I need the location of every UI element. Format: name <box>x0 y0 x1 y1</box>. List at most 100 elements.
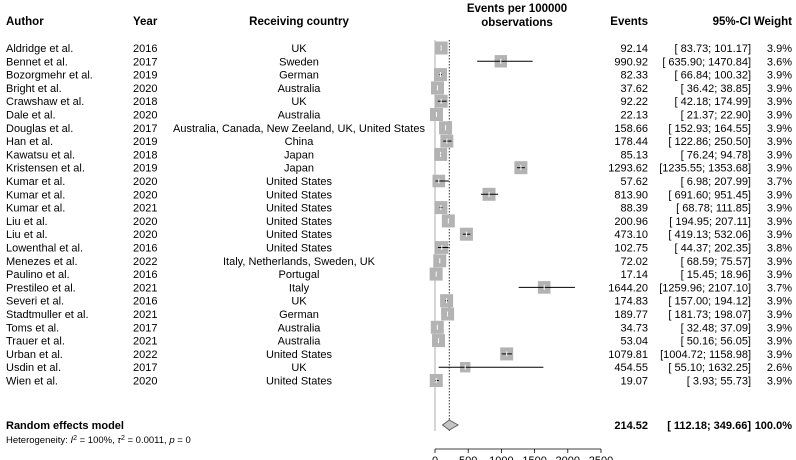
study-row: Bright et al. 2020 Australia 37.62 [ 36.42; … <box>6 83 792 95</box>
study-events: 19.07 <box>620 376 648 388</box>
study-year: 2016 <box>133 43 157 55</box>
study-weight: 2.6% <box>767 362 792 374</box>
study-year: 2020 <box>133 216 157 228</box>
study-events: 72.02 <box>620 256 648 268</box>
header-year: Year <box>133 16 158 28</box>
study-weight: 3.7% <box>767 282 792 294</box>
study-country: Portugal <box>279 269 320 281</box>
study-weight: 3.9% <box>767 136 792 148</box>
study-year: 2020 <box>133 83 157 95</box>
study-events: 88.39 <box>620 203 648 215</box>
study-author: Dale et al. <box>6 110 56 122</box>
study-year: 2022 <box>133 256 157 268</box>
header-plot-line1: Events per 100000 <box>467 3 567 15</box>
study-year: 2020 <box>133 229 157 241</box>
study-author: Wien et al. <box>6 376 58 388</box>
study-events: 200.96 <box>614 216 648 228</box>
study-country: United States <box>266 176 333 188</box>
study-events: 57.62 <box>620 176 648 188</box>
study-ci: [ 21.37; 22.90] <box>681 110 751 122</box>
study-weight: 3.6% <box>767 56 792 68</box>
study-author: Bozorgmehr et al. <box>6 70 93 82</box>
study-author: Kumar et al. <box>6 176 65 188</box>
header-author: Author <box>6 16 44 28</box>
study-ci: [ 635.90; 1470.84] <box>662 56 751 68</box>
study-row: Kumar et al. 2020 United States 57.62 [ 6.98… <box>6 176 792 188</box>
column-headers: Author Year Receiving country Events per… <box>6 3 792 29</box>
study-year: 2021 <box>133 309 157 321</box>
summary-ci: [ 112.18; 349.66] <box>667 420 751 432</box>
study-row: Liu et al. 2020 United States 473.10 [ 419.1… <box>6 229 792 241</box>
study-year: 2016 <box>133 243 157 255</box>
study-country: German <box>279 70 319 82</box>
study-year: 2021 <box>133 336 157 348</box>
x-tick-label: 2500 <box>589 455 613 460</box>
study-weight: 3.9% <box>767 336 792 348</box>
study-author: Douglas et al. <box>6 123 73 135</box>
study-weight: 3.9% <box>767 96 792 108</box>
study-events: 85.13 <box>620 149 648 161</box>
study-ci: [ 181.73; 198.07] <box>668 309 751 321</box>
study-ci: [ 50.16; 56.05] <box>681 336 751 348</box>
study-row: Menezes et al. 2022 Italy, Netherlands, Sw… <box>6 256 792 268</box>
x-tick-label: 1500 <box>522 455 546 460</box>
study-year: 2020 <box>133 110 157 122</box>
header-plot-line2: observations <box>481 17 553 29</box>
x-tick-label: 2000 <box>556 455 580 460</box>
study-events: 82.33 <box>620 70 648 82</box>
study-country: Australia <box>278 336 322 348</box>
study-ci: [ 419.13; 532.06] <box>668 229 751 241</box>
study-events: 174.83 <box>614 296 648 308</box>
study-weight: 3.7% <box>767 176 792 188</box>
study-row: Dale et al. 2020 Australia 22.13 [ 21.37; 22… <box>6 110 792 122</box>
study-weight: 3.9% <box>767 149 792 161</box>
study-weight: 3.9% <box>767 296 792 308</box>
study-year: 2016 <box>133 296 157 308</box>
study-row: Liu et al. 2020 United States 200.96 [ 194.9… <box>6 216 792 228</box>
study-author: Trauer et al. <box>6 336 65 348</box>
study-country: Australia <box>278 110 322 122</box>
study-ci: [ 691.60; 951.45] <box>668 189 751 201</box>
study-country: Japan <box>284 149 314 161</box>
study-weight: 3.9% <box>767 70 792 82</box>
study-row: Severi et al. 2016 UK 174.83 [ 157.00; 194.1… <box>6 296 792 308</box>
study-year: 2019 <box>133 136 157 148</box>
study-events: 34.73 <box>620 322 648 334</box>
study-country: UK <box>291 96 307 108</box>
study-ci: [ 83.73; 101.17] <box>675 43 751 55</box>
summary-row: Random effects model 214.52 [ 112.18; 34… <box>6 420 792 432</box>
study-events: 178.44 <box>614 136 648 148</box>
study-ci: [ 55.10; 1632.25] <box>668 362 751 374</box>
study-year: 2017 <box>133 56 157 68</box>
study-ci: [ 66.84; 100.32] <box>675 70 751 82</box>
study-country: Australia <box>278 83 322 95</box>
study-country: UK <box>291 296 307 308</box>
study-author: Kawatsu et al. <box>6 149 75 161</box>
study-ci: [1004.72; 1158.98] <box>660 349 751 361</box>
study-weight: 3.9% <box>767 376 792 388</box>
study-events: 17.14 <box>620 269 648 281</box>
study-year: 2018 <box>133 149 157 161</box>
study-row: Kristensen et al. 2019 Japan 1293.62 [1235.5… <box>6 163 792 175</box>
study-row: Aldridge et al. 2016 UK 92.14 [ 83.73; 101.1… <box>6 43 792 55</box>
study-row: Bennet et al. 2017 Sweden 990.92 [ 635.90; 1… <box>6 56 792 68</box>
study-country: Japan <box>284 163 314 175</box>
study-weight: 3.9% <box>767 216 792 228</box>
study-row: Stadtmuller et al. 2021 German 189.77 [ 181.… <box>6 309 792 321</box>
study-year: 2021 <box>133 282 157 294</box>
study-country: United States <box>266 229 333 241</box>
header-ci: 95%-CI <box>713 16 751 28</box>
study-author: Prestileo et al. <box>6 282 76 294</box>
study-country: Australia, Canada, New Zeeland, UK, Unit… <box>173 123 425 135</box>
x-axis: 0 500 1000 1500 2000 2500 <box>432 448 613 460</box>
study-events: 1079.81 <box>608 349 648 361</box>
study-row: Han et al. 2019 China 178.44 [ 122.86; 250.5… <box>6 136 792 148</box>
study-ci: [ 15.45; 18.96] <box>681 269 751 281</box>
study-country: Italy, Netherlands, Sweden, UK <box>223 256 376 268</box>
study-country: German <box>279 309 319 321</box>
study-weight: 3.9% <box>767 203 792 215</box>
study-country: United States <box>266 349 333 361</box>
study-country: United States <box>266 243 333 255</box>
study-country: Italy <box>289 282 310 294</box>
